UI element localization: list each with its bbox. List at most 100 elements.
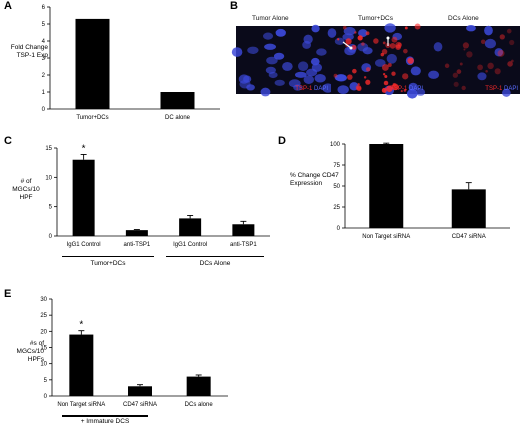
tsp1-signal [387,62,392,68]
chart-c-bar [125,230,148,236]
tsp1-signal [391,71,396,76]
tsp1-signal [392,82,396,87]
chart-e-plot: 0 5 10 15 20 25 30 Non Target siRNA * CD47 siRNA D… [40,297,228,408]
tsp1-signal [357,83,360,86]
chart-a-ytick-label: 1 [42,90,46,96]
nucleus [322,83,334,93]
nucleus [246,84,255,91]
tsp1-signal [466,51,473,58]
tsp1-signal [365,31,370,36]
chart-e-ytick-label: 10 [40,362,47,368]
nucleus [334,74,347,82]
tsp1-signal [509,39,515,46]
nucleus [466,24,476,32]
tsp1-signal [507,61,513,67]
nucleus [260,87,271,97]
tsp1-signal [381,87,387,93]
micrograph-dcs-alone-image [426,24,520,97]
tsp1-signal [452,72,458,78]
chart-d-bar [451,189,486,228]
chart-d-ytick-label: 50 [333,184,340,190]
tsp1-signal [456,69,462,74]
tsp1-signal [485,69,488,73]
nucleus [374,59,386,67]
micrograph-legend-3: TSP-1/DAPI [485,86,518,92]
tsp1-signal [363,76,367,79]
chart-d-bar [369,144,404,228]
tsp1-signal [351,44,357,50]
panel-letter-d: D [278,135,286,147]
chart-e-ylabel: #s of MGCs/10 HPFs [16,340,44,363]
nucleus [494,48,504,57]
nucleus [415,88,426,96]
chart-c-bar [72,159,95,236]
chart-d-ytick-label: 75 [333,163,340,169]
nucleus [358,29,368,38]
chart-e-category-label: DCs alone [185,402,214,408]
tsp1-signal [414,23,421,30]
micrograph-title-2: Tumor+DCs [358,15,393,22]
chart-c-bar [232,224,255,236]
nucleus [433,42,443,52]
chart-a-ytick-label: 4 [42,39,46,45]
chart-e-group-line [62,415,148,417]
arrow-head [386,36,390,40]
nucleus [311,24,320,33]
tsp1-signal [352,68,357,74]
panel-letter-b: B [230,0,238,12]
chart-c-ylabel: # of MGCs/10 HPF [12,178,40,201]
tsp1-signal [337,38,340,41]
chart-a-ylabel: Fold Change TSP-1 Exp [10,44,48,59]
nucleus [263,32,274,40]
tsp1-signal [404,26,408,30]
tsp1-signal [480,39,486,44]
tsp1-signal [380,52,385,57]
nucleus [273,52,285,60]
nucleus [282,61,293,71]
chart-d-ytick-label: 0 [337,226,341,232]
chart-c-ytick-label: 5 [49,205,53,211]
tsp1-signal [403,89,407,92]
chart-c-ytick-label: 15 [45,146,52,152]
chart-a-ytick-label: 6 [42,5,46,11]
tsp1-signal [342,25,347,30]
chart-e-bar [128,386,152,396]
nucleus [302,40,312,49]
tsp1-signal [463,48,466,51]
tsp1-signal [357,35,363,41]
chart-a-bar [75,18,110,109]
chart-c-category-label: anti-TSP1 [124,242,151,248]
nucleus [362,47,373,55]
panel-letter-e: E [4,288,12,300]
nucleus [410,66,421,76]
tsp1-signal [381,64,389,71]
nucleus [247,46,259,54]
tsp1-signal [373,38,379,44]
tsp1-signal [400,90,403,93]
tsp1-signal [402,73,409,80]
micrograph-tumor-dcs-image [327,23,426,99]
nucleus [303,75,315,84]
micrograph-tumor-alone: TSP-1/DAPI [231,24,334,97]
tsp1-signal [403,48,408,54]
nucleus [502,88,511,97]
tsp1-signal [361,42,365,46]
tsp1-signal [365,79,371,85]
nucleus [327,28,337,38]
nucleus [342,33,354,41]
tsp1-signal [487,62,494,70]
chart-c-category-label: IgG1 Control [173,242,207,248]
nucleus [266,56,278,65]
chart-c-ytick-label: 0 [49,234,53,240]
micrograph-background [426,26,520,94]
tsp1-signal [381,48,388,55]
tsp1-signal [461,85,466,91]
nucleus [310,57,320,66]
chart-a-ytick-label: 3 [42,56,46,62]
micrograph-title-1: Tumor Alone [252,15,289,22]
tsp1-signal [477,64,483,71]
chart-d-ytick-label: 100 [330,142,341,148]
tsp1-signal [389,43,396,49]
tsp1-signal [497,49,505,57]
nucleus [298,61,309,72]
